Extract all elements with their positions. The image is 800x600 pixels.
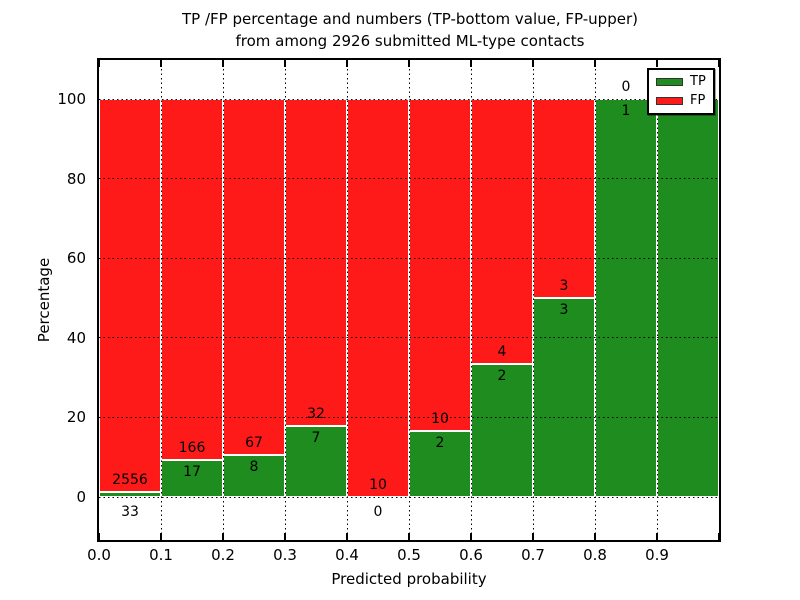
x-tick-mark — [98, 533, 100, 540]
tp-count-label: 1 — [621, 103, 631, 119]
bar-segment-fp — [533, 99, 595, 298]
legend: TP FP — [647, 68, 715, 115]
gridline-horizontal — [99, 496, 719, 498]
x-tick-mark-top — [470, 60, 472, 67]
tp-count-label: 8 — [249, 458, 259, 475]
fp-count-label: 10 — [431, 410, 449, 427]
y-tick-label: 0 — [76, 488, 86, 506]
gridline-horizontal — [99, 98, 719, 100]
legend-item-fp: FP — [656, 94, 706, 108]
bar-segment-fp — [409, 99, 471, 431]
plot-area: 2556331661767832710010242330105 — [97, 58, 721, 542]
fp-legend-swatch — [656, 97, 683, 105]
x-tick-label: 0.1 — [149, 546, 173, 564]
tp-count-label: 2 — [497, 368, 507, 385]
x-tick-mark — [346, 533, 348, 540]
fp-count-label: 3 — [559, 278, 569, 294]
x-tick-mark-top — [222, 60, 224, 67]
x-tick-label: 0.5 — [397, 546, 421, 564]
x-tick-label: 0.2 — [211, 546, 235, 564]
gridline-vertical — [408, 60, 410, 540]
gridline-horizontal — [99, 337, 719, 339]
tp-count-label: 3 — [559, 302, 569, 318]
gridline-horizontal — [99, 257, 719, 259]
tp-count-label: 17 — [183, 464, 201, 481]
tp-count-label: 7 — [311, 429, 321, 446]
gridline-vertical — [284, 60, 286, 540]
fp-count-label: 67 — [245, 434, 263, 451]
x-tick-label: 0.6 — [459, 546, 483, 564]
tp-legend-label: TP — [690, 74, 706, 89]
gridline-horizontal — [99, 178, 719, 180]
x-tick-label: 0.7 — [521, 546, 545, 564]
bar-segment-tp — [223, 454, 285, 497]
bar-segment-fp — [347, 99, 409, 497]
bar-segment-tp — [595, 99, 657, 497]
fp-count-label: 10 — [369, 477, 387, 493]
bar-segment-tp — [471, 364, 533, 497]
tp-count-label: 33 — [121, 504, 139, 520]
x-tick-label: 0.0 — [87, 546, 111, 564]
fp-count-label: 4 — [497, 344, 507, 361]
x-tick-label: 0.4 — [335, 546, 359, 564]
x-tick-label: 0.8 — [583, 546, 607, 564]
legend-item-tp: TP — [656, 75, 706, 89]
chart-title-line1: TP /FP percentage and numbers (TP-bottom… — [182, 10, 638, 28]
y-tick-label: 40 — [66, 328, 86, 347]
tp-count-label: 0 — [373, 504, 383, 520]
x-tick-mark — [284, 533, 286, 540]
chart-title: TP /FP percentage and numbers (TP-bottom… — [90, 8, 730, 52]
bar-segment-fp — [471, 99, 533, 365]
x-tick-mark-top — [98, 60, 100, 67]
x-tick-label: 0.3 — [273, 546, 297, 564]
bar-segment-fp — [99, 99, 161, 492]
x-tick-mark — [718, 533, 720, 540]
gridline-vertical — [594, 60, 596, 540]
x-tick-mark-top — [594, 60, 596, 67]
gridline-horizontal — [99, 416, 719, 418]
gridline-vertical — [470, 60, 472, 540]
x-tick-label: 0.9 — [645, 546, 669, 564]
fp-count-label: 166 — [178, 440, 206, 457]
gridline-vertical — [222, 60, 224, 540]
y-tick-label: 80 — [66, 169, 86, 188]
x-tick-mark — [222, 533, 224, 540]
fp-legend-label: FP — [690, 93, 706, 108]
x-tick-mark — [470, 533, 472, 540]
x-tick-mark — [160, 533, 162, 540]
x-tick-mark-top — [532, 60, 534, 67]
x-tick-mark-top — [160, 60, 162, 67]
bar-segment-fp — [285, 99, 347, 426]
y-tick-label: 20 — [66, 408, 86, 427]
gridline-vertical — [160, 60, 162, 540]
fp-count-label: 0 — [621, 79, 631, 95]
y-tick-label: 100 — [57, 90, 86, 108]
tp-legend-swatch — [656, 78, 683, 86]
y-tick-label: 60 — [66, 249, 86, 268]
bar-segment-fp — [223, 99, 285, 455]
bar-segment-tp — [533, 298, 595, 497]
gridline-vertical — [532, 60, 534, 540]
fp-count-label: 2556 — [112, 471, 148, 488]
x-tick-mark — [532, 533, 534, 540]
gridline-vertical — [656, 60, 658, 540]
fp-count-label: 32 — [307, 405, 325, 422]
chart-title-line2: from among 2926 submitted ML-type contac… — [235, 32, 585, 50]
bar-segment-tp — [657, 99, 719, 497]
bar-segment-fp — [161, 99, 223, 461]
x-tick-mark-top — [284, 60, 286, 67]
x-tick-mark-top — [718, 60, 720, 67]
x-tick-mark — [408, 533, 410, 540]
x-tick-mark — [656, 533, 658, 540]
x-axis-label: Predicted probability — [331, 570, 487, 588]
x-tick-mark-top — [656, 60, 658, 67]
x-tick-mark-top — [346, 60, 348, 67]
tp-count-label: 2 — [435, 434, 445, 451]
x-tick-mark-top — [408, 60, 410, 67]
x-tick-mark — [594, 533, 596, 540]
gridline-vertical — [346, 60, 348, 540]
